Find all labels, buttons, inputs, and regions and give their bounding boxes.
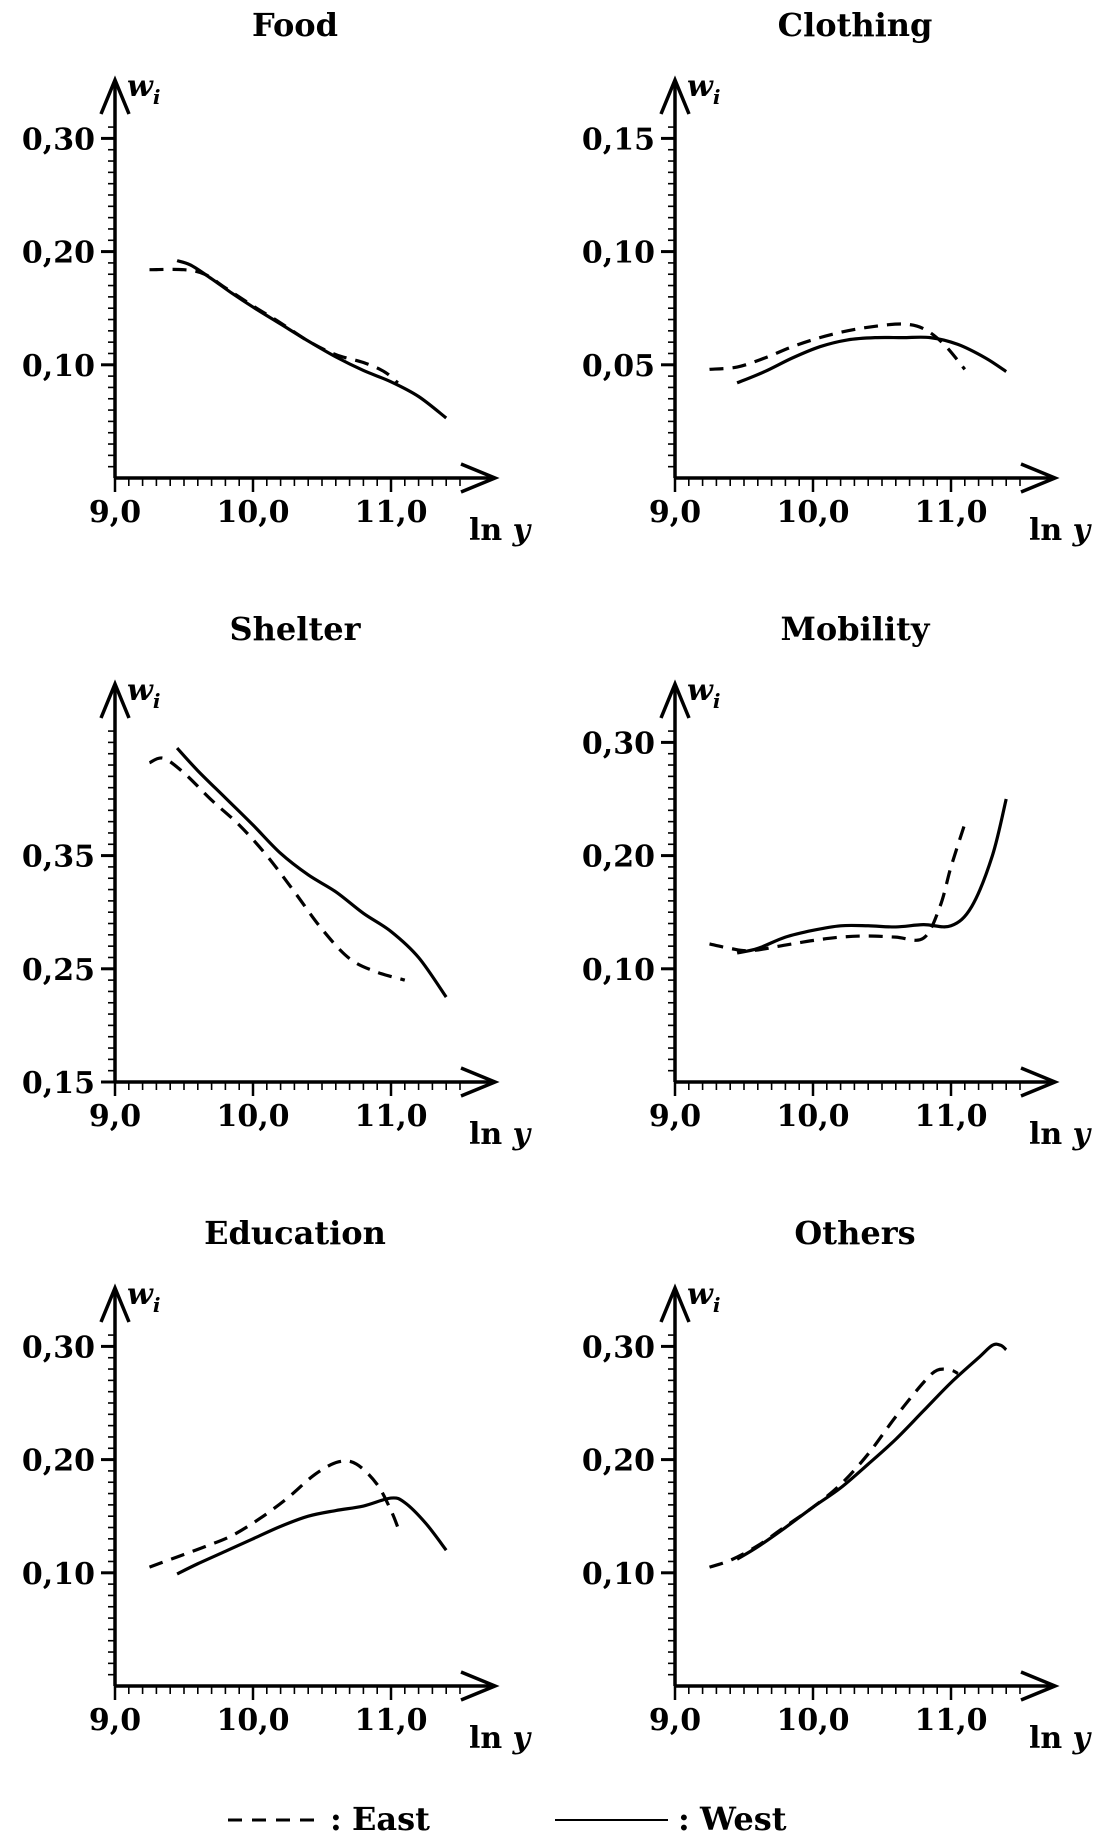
y-tick-label: 0,10	[22, 1557, 95, 1592]
x-tick-label: 10,0	[776, 1099, 849, 1134]
y-axis-label: wi	[127, 1277, 160, 1317]
y-tick-label: 0,20	[582, 1444, 655, 1479]
panel-food: Food wi ln y 9,0 10,0 11,0 0,30 0,20 0,10	[22, 6, 533, 548]
y-axis-label: wi	[687, 1277, 720, 1317]
x-tick-label: 9,0	[649, 1099, 701, 1134]
series-line-east	[148, 1459, 400, 1569]
series-line-east	[709, 823, 967, 953]
x-axis-arrowhead	[1020, 462, 1060, 494]
y-tick-label: 0,35	[22, 840, 95, 875]
y-tick-label: 0,15	[22, 1066, 95, 1101]
y-axis-label: wi	[127, 673, 160, 713]
series-line-east	[148, 756, 406, 982]
y-axis-label: wi	[687, 69, 720, 109]
y-tick-label: 0,10	[22, 349, 95, 384]
y-tick-label: 0,30	[22, 122, 95, 157]
x-tick-label: 9,0	[89, 495, 141, 530]
panel-title: Others	[794, 1214, 915, 1252]
legend-west-marker: :	[678, 1800, 690, 1838]
x-axis-label: ln y	[1029, 1721, 1093, 1756]
series-line-west	[736, 1342, 1008, 1561]
legend-east-marker-colon: :	[330, 1800, 342, 1838]
x-tick-label: 10,0	[776, 1703, 849, 1738]
legend-west-label: West	[699, 1800, 787, 1838]
series-line-west	[176, 259, 448, 420]
panel-shelter: Shelter wi ln y 9,0 10,0 11,0 0,35 0,25 0,15	[22, 610, 533, 1152]
y-tick-label: 0,30	[582, 726, 655, 761]
series-line-west	[736, 798, 1008, 955]
y-axis-arrowhead	[659, 1283, 691, 1323]
x-tick-label: 11,0	[914, 1703, 987, 1738]
series-line-west	[736, 335, 1008, 385]
panel-title: Clothing	[778, 6, 933, 44]
panel-title: Education	[204, 1214, 386, 1252]
series-line-east	[709, 1367, 959, 1569]
x-axis-label: ln y	[469, 1721, 533, 1756]
x-axis-arrowhead	[460, 1670, 500, 1702]
x-axis-label: ln y	[469, 1117, 533, 1152]
y-tick-label: 0,05	[582, 349, 655, 384]
x-tick-label: 9,0	[89, 1099, 141, 1134]
series-line-east	[149, 267, 399, 385]
panel-mobility: Mobility wi ln y 9,0 10,0 11,0 0,30 0,20 0,10	[582, 610, 1093, 1152]
x-tick-label: 11,0	[354, 495, 427, 530]
x-tick-label: 9,0	[649, 1703, 701, 1738]
x-tick-label: 9,0	[89, 1703, 141, 1738]
y-axis-arrowhead	[99, 1283, 131, 1323]
x-tick-label: 10,0	[216, 495, 289, 530]
legend: : East : West	[228, 1800, 787, 1838]
x-tick-label: 11,0	[914, 1099, 987, 1134]
y-axis-arrowhead	[659, 679, 691, 719]
y-tick-label: 0,20	[22, 1444, 95, 1479]
y-tick-label: 0,10	[582, 236, 655, 271]
panel-others: Others wi ln y 9,0 10,0 11,0 0,30 0,20 0,10	[582, 1214, 1093, 1756]
x-tick-label: 10,0	[776, 495, 849, 530]
y-tick-label: 0,10	[582, 1557, 655, 1592]
x-tick-label: 11,0	[354, 1703, 427, 1738]
y-tick-label: 0,30	[22, 1330, 95, 1365]
y-axis-arrowhead	[99, 679, 131, 719]
x-tick-label: 9,0	[649, 495, 701, 530]
x-axis-label: ln y	[469, 513, 533, 548]
y-tick-label: 0,10	[582, 953, 655, 988]
series-line-east	[709, 322, 967, 371]
panel-title: Food	[252, 6, 338, 44]
y-tick-label: 0,20	[582, 840, 655, 875]
panel-title: Mobility	[781, 610, 931, 648]
y-axis-label: wi	[127, 69, 160, 109]
x-tick-label: 11,0	[354, 1099, 427, 1134]
panel-title: Shelter	[230, 610, 362, 648]
series-line-west	[176, 1496, 448, 1576]
x-axis-arrowhead	[1020, 1066, 1060, 1098]
x-tick-label: 11,0	[914, 495, 987, 530]
series-line-west	[175, 746, 448, 999]
x-axis-label: ln y	[1029, 513, 1093, 548]
y-axis-arrowhead	[659, 75, 691, 115]
x-axis-label: ln y	[1029, 1117, 1093, 1152]
x-axis-arrowhead	[460, 1066, 500, 1098]
x-axis-arrowhead	[460, 462, 500, 494]
x-tick-label: 10,0	[216, 1703, 289, 1738]
legend-east-label: East	[352, 1800, 430, 1838]
y-tick-label: 0,15	[582, 122, 655, 157]
x-axis-arrowhead	[1020, 1670, 1060, 1702]
y-tick-label: 0,30	[582, 1330, 655, 1365]
x-tick-label: 10,0	[216, 1099, 289, 1134]
y-tick-label: 0,20	[22, 236, 95, 271]
y-axis-label: wi	[687, 673, 720, 713]
panel-education: Education wi ln y 9,0 10,0 11,0 0,30 0,20 0,10	[22, 1214, 533, 1756]
y-tick-label: 0,25	[22, 953, 95, 988]
panel-clothing: Clothing wi ln y 9,0 10,0 11,0 0,15 0,10 0,05	[582, 6, 1093, 548]
y-axis-arrowhead	[99, 75, 131, 115]
